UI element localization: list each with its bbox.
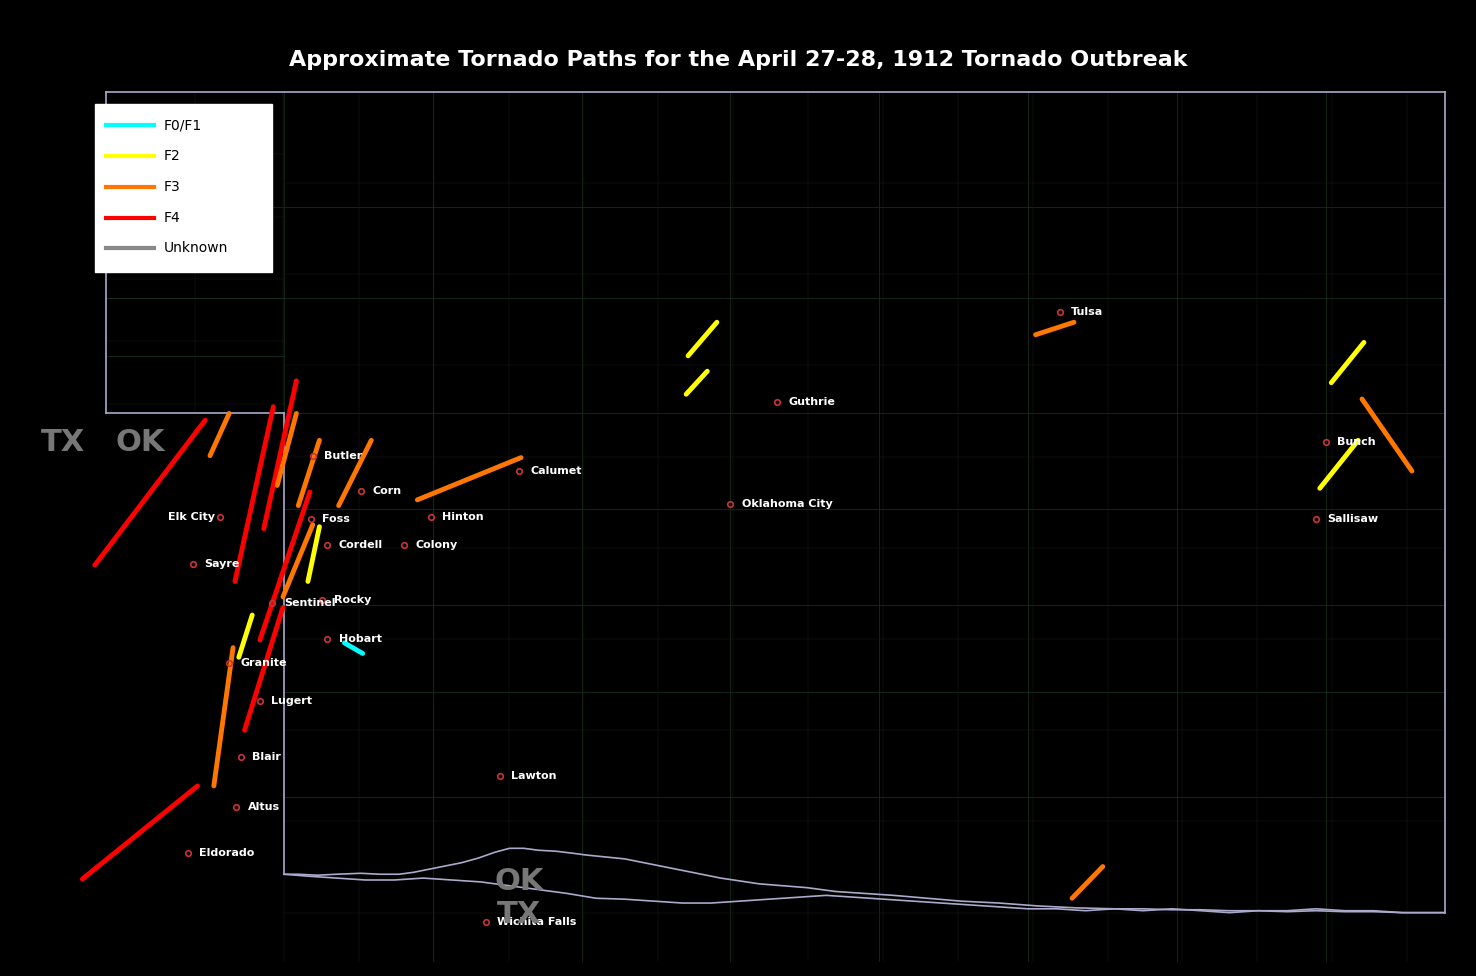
Text: F0/F1: F0/F1 (164, 118, 202, 133)
Text: Unknown: Unknown (164, 241, 229, 256)
Text: Lugert: Lugert (272, 697, 313, 707)
Text: Hobart: Hobart (338, 634, 382, 644)
Text: Tulsa: Tulsa (1072, 306, 1104, 316)
Text: Approximate Tornado Paths for the April 27-28, 1912 Tornado Outbreak: Approximate Tornado Paths for the April … (289, 50, 1187, 70)
Text: OK: OK (115, 427, 165, 457)
Text: Rocky: Rocky (334, 594, 372, 605)
FancyBboxPatch shape (94, 104, 273, 272)
Text: Blair: Blair (252, 752, 280, 762)
Text: Sayre: Sayre (204, 559, 239, 569)
Text: Butler: Butler (325, 451, 363, 461)
Text: Oklahoma City: Oklahoma City (742, 499, 832, 508)
Text: Wichita Falls: Wichita Falls (497, 917, 577, 927)
Text: Colony: Colony (415, 540, 458, 549)
Text: Calumet: Calumet (531, 467, 582, 476)
Text: OK: OK (494, 868, 543, 896)
Text: Corn: Corn (372, 486, 401, 496)
Text: Eldorado: Eldorado (199, 848, 255, 858)
Text: Granite: Granite (241, 658, 288, 668)
Text: TX: TX (41, 427, 86, 457)
Text: Lawton: Lawton (512, 771, 556, 782)
Text: Elk City: Elk City (168, 512, 215, 522)
Text: Foss: Foss (322, 514, 350, 524)
Text: Altus: Altus (248, 802, 279, 812)
Text: F3: F3 (164, 180, 180, 194)
Text: F2: F2 (164, 149, 180, 163)
Text: Sentinel: Sentinel (283, 597, 335, 607)
Text: Bunch: Bunch (1337, 437, 1376, 447)
Text: F4: F4 (164, 211, 180, 224)
Text: TX: TX (497, 900, 542, 929)
Text: Guthrie: Guthrie (788, 397, 835, 407)
Text: Hinton: Hinton (443, 512, 484, 522)
Text: Cordell: Cordell (338, 540, 382, 549)
Text: Sallisaw: Sallisaw (1327, 514, 1379, 524)
